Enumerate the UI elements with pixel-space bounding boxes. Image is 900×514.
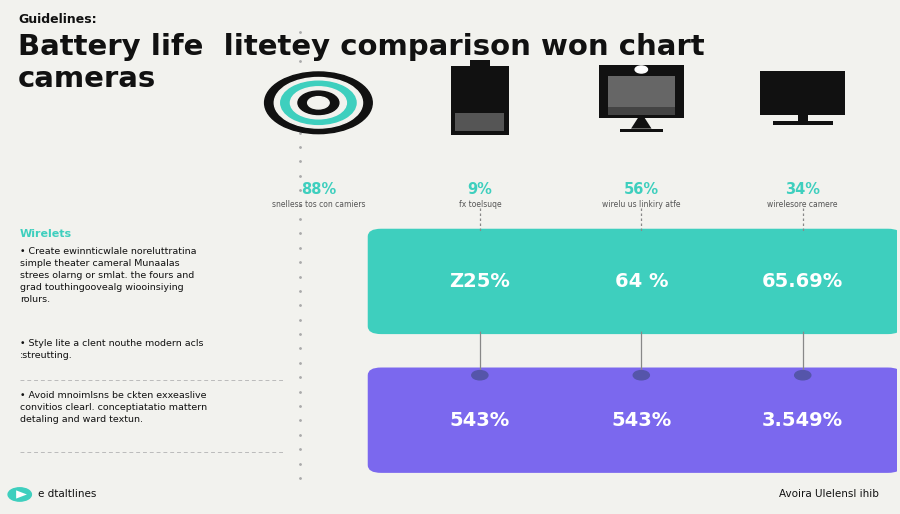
Circle shape — [635, 66, 647, 73]
Circle shape — [298, 91, 339, 115]
FancyBboxPatch shape — [598, 65, 684, 118]
Circle shape — [472, 232, 488, 241]
Text: Wirelets: Wirelets — [20, 229, 72, 238]
Circle shape — [634, 371, 650, 380]
Polygon shape — [631, 118, 652, 128]
Circle shape — [291, 87, 346, 119]
Circle shape — [8, 488, 32, 501]
Circle shape — [795, 322, 811, 331]
Text: 64 %: 64 % — [615, 272, 668, 291]
Circle shape — [795, 371, 811, 380]
Circle shape — [274, 78, 363, 128]
Circle shape — [472, 371, 488, 380]
Text: 88%: 88% — [301, 182, 336, 197]
FancyBboxPatch shape — [760, 71, 845, 115]
FancyBboxPatch shape — [368, 368, 900, 473]
Circle shape — [308, 97, 329, 109]
Text: 543%: 543% — [450, 411, 510, 430]
Text: 34%: 34% — [785, 182, 820, 197]
Text: 3.549%: 3.549% — [762, 411, 843, 430]
Text: 65.69%: 65.69% — [762, 272, 843, 291]
Text: • Style lite a clent nouthe modern acls
:streutting.: • Style lite a clent nouthe modern acls … — [20, 339, 203, 360]
Text: wirelesore camere: wirelesore camere — [768, 200, 838, 210]
Circle shape — [281, 81, 356, 124]
Polygon shape — [16, 490, 27, 499]
Text: wirelu us linkiry atfe: wirelu us linkiry atfe — [602, 200, 680, 210]
FancyBboxPatch shape — [455, 114, 504, 131]
Text: e dtaltlines: e dtaltlines — [38, 489, 96, 500]
Text: Guidelines:: Guidelines: — [18, 13, 96, 26]
Text: 9%: 9% — [467, 182, 492, 197]
Text: Avoira Ulelensl ihib: Avoira Ulelensl ihib — [779, 489, 879, 500]
Circle shape — [634, 232, 650, 241]
Text: 543%: 543% — [611, 411, 671, 430]
Circle shape — [795, 232, 811, 241]
FancyBboxPatch shape — [608, 76, 675, 114]
Text: • Create ewinnticwlale noreluttratina
simple theater cameral Munaalas
strees ola: • Create ewinnticwlale noreluttratina si… — [20, 247, 196, 304]
Circle shape — [265, 72, 373, 134]
Text: 56%: 56% — [624, 182, 659, 197]
Text: Battery life  litetey comparison won chart
cameras: Battery life litetey comparison won char… — [18, 33, 705, 93]
FancyBboxPatch shape — [451, 65, 509, 135]
FancyBboxPatch shape — [368, 229, 900, 334]
Text: snelless tos con camiers: snelless tos con camiers — [272, 200, 365, 210]
FancyBboxPatch shape — [797, 115, 808, 121]
FancyBboxPatch shape — [608, 106, 675, 115]
Circle shape — [634, 322, 650, 331]
Text: • Avoid mnoimlsns be ckten exxeaslive
convitios clearl. conceptiatatio mattern
d: • Avoid mnoimlsns be ckten exxeaslive co… — [20, 391, 207, 424]
FancyBboxPatch shape — [470, 60, 490, 65]
FancyBboxPatch shape — [620, 128, 662, 132]
Circle shape — [472, 322, 488, 331]
FancyBboxPatch shape — [773, 121, 833, 124]
Text: Z25%: Z25% — [449, 272, 510, 291]
Text: fx toelsuqe: fx toelsuqe — [458, 200, 501, 210]
